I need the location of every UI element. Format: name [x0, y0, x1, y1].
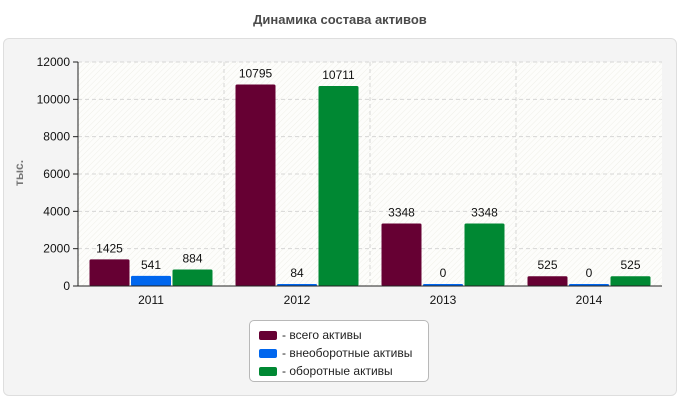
bar [235, 84, 276, 286]
bar [381, 223, 422, 286]
x-tick-label: 2012 [284, 293, 311, 307]
data-label: 525 [537, 258, 557, 272]
bar [131, 275, 171, 286]
data-label: 0 [586, 266, 593, 280]
y-tick-label: 8000 [43, 130, 70, 144]
grid-lines [78, 61, 662, 286]
legend-item: - оборотные активы [259, 362, 428, 380]
y-tick-label: 10000 [37, 92, 71, 106]
x-tick-label: 2011 [138, 293, 164, 307]
data-label: 10795 [239, 66, 273, 80]
legend: - всего активы - внеоборотные активы - обо… [249, 320, 429, 382]
y-axis-label: тыс. [12, 160, 26, 186]
legend-swatch [259, 348, 277, 358]
bar [464, 223, 505, 286]
x-tick-label: 2014 [576, 293, 603, 307]
y-tick-label: 4000 [43, 204, 70, 218]
y-tick-label: 2000 [43, 242, 70, 256]
bars [89, 84, 651, 286]
data-label: 541 [141, 258, 161, 272]
legend-swatch [259, 366, 277, 376]
data-label: 84 [290, 266, 304, 280]
data-label: 3348 [388, 206, 415, 220]
data-label: 884 [182, 251, 202, 265]
data-label: 10711 [322, 68, 355, 82]
tick-labels: 0 2000 4000 6000 8000 10000 12000 2011 2012 2013 2… [37, 55, 603, 307]
legend-label: - всего активы [282, 328, 362, 342]
y-tick-label: 0 [63, 279, 70, 293]
chart-title: Динамика состава активов [253, 12, 427, 27]
bar [527, 276, 568, 286]
x-tick-label: 2013 [430, 293, 457, 307]
data-label: 3348 [471, 206, 498, 220]
legend-item: - всего активы [259, 326, 428, 344]
y-tick-label: 12000 [37, 55, 71, 69]
data-label: 525 [620, 258, 640, 272]
data-label: 1425 [96, 241, 123, 255]
legend-swatch [259, 330, 277, 340]
data-label: 0 [440, 266, 447, 280]
bar [89, 259, 130, 286]
legend-item: - внеоборотные активы [259, 344, 428, 362]
data-labels: 1425 541 884 10795 84 10711 3348 0 3348 525 0 525 [96, 66, 641, 280]
bar [172, 269, 213, 286]
axes [73, 61, 662, 287]
legend-label: - оборотные активы [282, 364, 393, 378]
bar [610, 276, 651, 286]
legend-label: - внеоборотные активы [282, 346, 413, 360]
y-tick-label: 6000 [43, 167, 70, 181]
bar [318, 86, 359, 286]
